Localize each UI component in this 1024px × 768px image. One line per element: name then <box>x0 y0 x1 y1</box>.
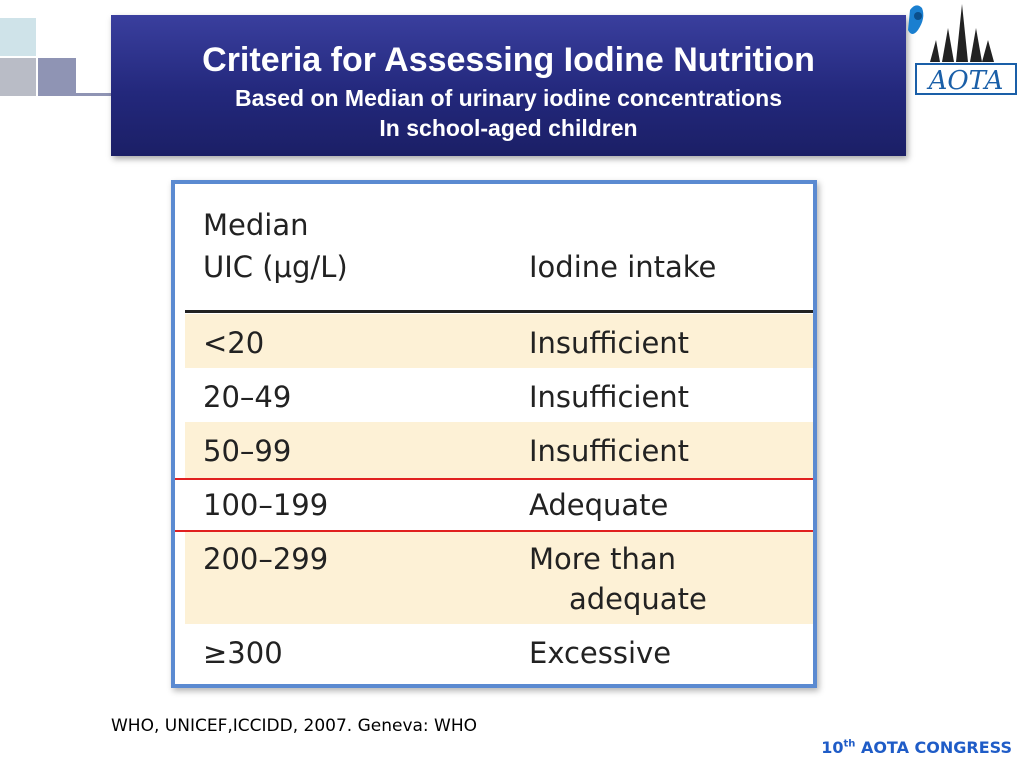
header-intake: Iodine intake <box>529 250 717 284</box>
table-row: 20–49 Insufficient <box>185 368 813 422</box>
decor-square-1 <box>0 18 36 56</box>
criteria-table: Median UIC (μg/L) Iodine intake <20 Insu… <box>171 180 817 688</box>
table-row: 100–199 Adequate <box>185 480 813 530</box>
footer-suffix: th <box>843 738 856 750</box>
row-intake: Insufficient <box>529 434 690 468</box>
logo-text: AOTA <box>927 66 1004 96</box>
row-intake-line2: adequate <box>569 582 707 616</box>
slide-subtitle-2: In school-aged children <box>379 115 638 141</box>
footer-text: AOTA CONGRESS <box>855 738 1012 757</box>
source-citation: WHO, UNICEF,ICCIDD, 2007. Geneva: WHO <box>111 716 478 736</box>
aota-logo: AOTA <box>908 4 1017 96</box>
row-uic: 100–199 <box>203 488 329 522</box>
decor-square-3 <box>38 58 76 96</box>
row-intake: Adequate <box>529 488 669 522</box>
decor-square-2 <box>0 58 36 96</box>
header-rule <box>185 310 813 313</box>
row-intake-line1: More than <box>529 542 677 576</box>
row-uic: 20–49 <box>203 380 292 414</box>
title-banner: Criteria for Assessing Iodine Nutrition … <box>111 15 906 156</box>
table-row: 200–299 More than adequate <box>185 532 813 624</box>
decor-line <box>76 93 116 96</box>
footer-number: 10 <box>821 738 844 757</box>
header-uic-line1: Median <box>203 208 309 242</box>
header-uic-line2: UIC (μg/L) <box>203 250 348 284</box>
highlight-rule-top <box>175 478 813 480</box>
row-uic: 50–99 <box>203 434 292 468</box>
row-uic: ≥300 <box>203 636 283 670</box>
table-row: ≥300 Excessive <box>185 626 813 684</box>
slide-subtitle: Based on Median of urinary iodine concen… <box>235 85 782 111</box>
highlight-rule-bottom <box>175 530 813 532</box>
row-intake: Insufficient <box>529 326 690 360</box>
row-uic: 200–299 <box>203 542 329 576</box>
table-row: 50–99 Insufficient <box>185 422 813 478</box>
slide-title: Criteria for Assessing Iodine Nutrition <box>202 41 815 79</box>
table-row: <20 Insufficient <box>185 314 813 368</box>
row-intake: Excessive <box>529 636 672 670</box>
footer-congress: 10th AOTA CONGRESS <box>821 738 1012 757</box>
row-uic: <20 <box>203 326 265 360</box>
row-intake: Insufficient <box>529 380 690 414</box>
